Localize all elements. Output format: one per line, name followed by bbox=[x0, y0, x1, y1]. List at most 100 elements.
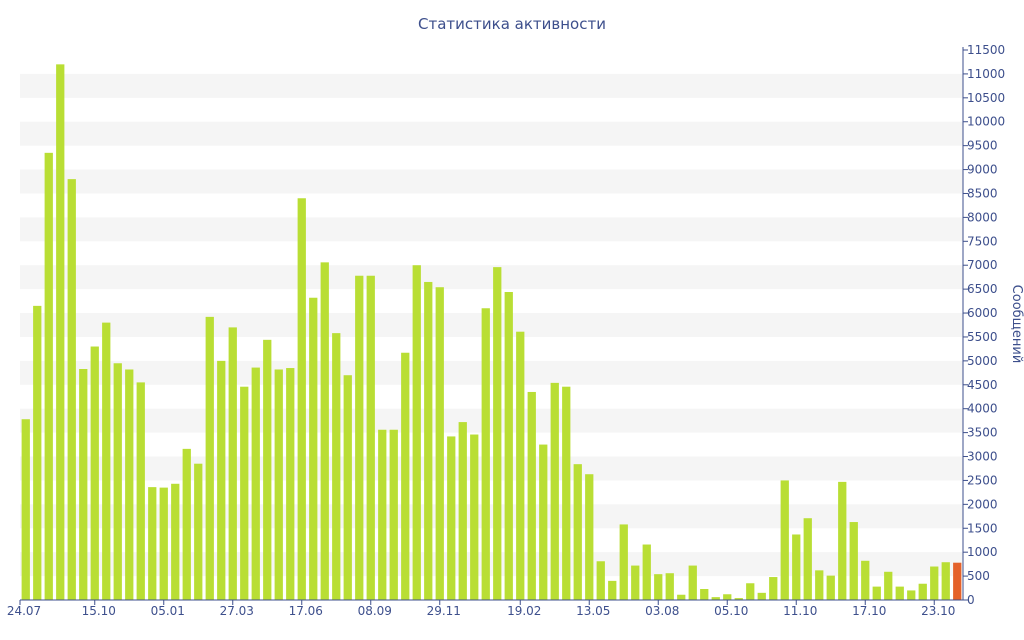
bar bbox=[654, 574, 663, 600]
y-tick-label: 3500 bbox=[967, 426, 998, 440]
bar bbox=[746, 583, 755, 600]
x-tick-label: 17.06 bbox=[289, 604, 323, 618]
x-tick-label: 23.10 bbox=[921, 604, 955, 618]
bar bbox=[125, 369, 134, 600]
bar bbox=[171, 483, 180, 600]
grid-band bbox=[20, 265, 963, 290]
bar bbox=[355, 275, 364, 600]
bar bbox=[941, 562, 950, 600]
chart-title: Статистика активности bbox=[418, 15, 606, 33]
bar bbox=[44, 152, 53, 600]
x-tick-label: 03.08 bbox=[645, 604, 679, 618]
bar bbox=[918, 583, 927, 600]
bar bbox=[585, 474, 594, 600]
bar bbox=[182, 448, 191, 600]
grid-band bbox=[20, 121, 963, 146]
bar bbox=[550, 382, 559, 600]
y-tick-label: 11500 bbox=[967, 43, 1005, 57]
bar bbox=[113, 363, 122, 600]
y-tick-label: 4000 bbox=[967, 402, 998, 416]
bar bbox=[56, 64, 65, 601]
x-tick-label: 15.10 bbox=[82, 604, 116, 618]
bar bbox=[907, 590, 916, 600]
bar bbox=[228, 327, 237, 600]
bar bbox=[711, 597, 720, 600]
x-tick-label: 27.03 bbox=[220, 604, 254, 618]
bar bbox=[769, 577, 778, 600]
bar bbox=[677, 594, 686, 600]
bar bbox=[148, 487, 157, 600]
bar bbox=[102, 322, 111, 600]
bar bbox=[90, 346, 99, 600]
grid-band bbox=[20, 313, 963, 337]
bar bbox=[527, 391, 536, 600]
y-tick-label: 10000 bbox=[967, 115, 1005, 129]
bar bbox=[389, 429, 398, 600]
bar bbox=[895, 586, 904, 600]
bar bbox=[838, 481, 847, 600]
bar bbox=[884, 571, 893, 600]
bar bbox=[631, 565, 640, 600]
bar bbox=[401, 352, 410, 600]
bar bbox=[424, 281, 433, 600]
bars-group bbox=[21, 64, 962, 601]
y-tick-label: 2500 bbox=[967, 473, 998, 487]
bar bbox=[872, 586, 881, 600]
x-tick-label: 17.10 bbox=[852, 604, 886, 618]
bar bbox=[930, 566, 939, 600]
bar bbox=[608, 580, 617, 600]
y-tick-label: 8000 bbox=[967, 210, 998, 224]
x-tick-label: 11.10 bbox=[783, 604, 817, 618]
bar bbox=[458, 422, 467, 600]
bar bbox=[33, 305, 42, 600]
y-tick-label: 1500 bbox=[967, 521, 998, 535]
y-tick-label: 7500 bbox=[967, 234, 998, 248]
y-tick-label: 1000 bbox=[967, 545, 998, 559]
bar bbox=[67, 179, 76, 600]
bar bbox=[332, 333, 341, 600]
y-tick-label: 9000 bbox=[967, 163, 998, 177]
bar bbox=[286, 368, 295, 600]
bar bbox=[700, 589, 709, 600]
bar bbox=[366, 275, 375, 600]
bar bbox=[562, 386, 571, 600]
grid-band bbox=[20, 408, 963, 433]
bar bbox=[516, 331, 525, 600]
x-tick-label: 19.02 bbox=[507, 604, 541, 618]
bar bbox=[481, 308, 490, 600]
bar bbox=[619, 524, 628, 600]
bar bbox=[251, 367, 260, 600]
grid-band bbox=[20, 169, 963, 194]
y-tick-label: 6000 bbox=[967, 306, 998, 320]
bar bbox=[493, 267, 502, 600]
bar bbox=[240, 386, 249, 600]
bar bbox=[320, 262, 329, 600]
y-tick-label: 5000 bbox=[967, 354, 998, 368]
bar bbox=[688, 565, 697, 600]
bar bbox=[665, 573, 674, 600]
bar bbox=[596, 561, 605, 600]
y-tick-label: 6500 bbox=[967, 282, 998, 296]
y-tick-label: 8500 bbox=[967, 186, 998, 200]
bar bbox=[861, 560, 870, 600]
y-tick-label: 4500 bbox=[967, 378, 998, 392]
x-tick-label: 05.10 bbox=[714, 604, 748, 618]
y-axis-label: Сообщений bbox=[1009, 285, 1024, 364]
bar-current bbox=[953, 562, 962, 600]
bar bbox=[343, 375, 352, 600]
bar bbox=[21, 419, 30, 600]
x-tick-label: 08.09 bbox=[358, 604, 392, 618]
bar bbox=[297, 198, 306, 600]
bar bbox=[136, 382, 145, 600]
x-tick-label: 05.01 bbox=[151, 604, 185, 618]
bar bbox=[159, 487, 168, 600]
y-tick-label: 5500 bbox=[967, 330, 998, 344]
y-tick-label: 10500 bbox=[967, 91, 1005, 105]
grid-band bbox=[20, 456, 963, 481]
bar bbox=[849, 522, 858, 600]
bar bbox=[274, 369, 283, 600]
axes-group: 0 500 1000 1500 2000 2500 3000 3500 4000 4500 5000… bbox=[7, 43, 1005, 618]
bar bbox=[826, 575, 835, 600]
